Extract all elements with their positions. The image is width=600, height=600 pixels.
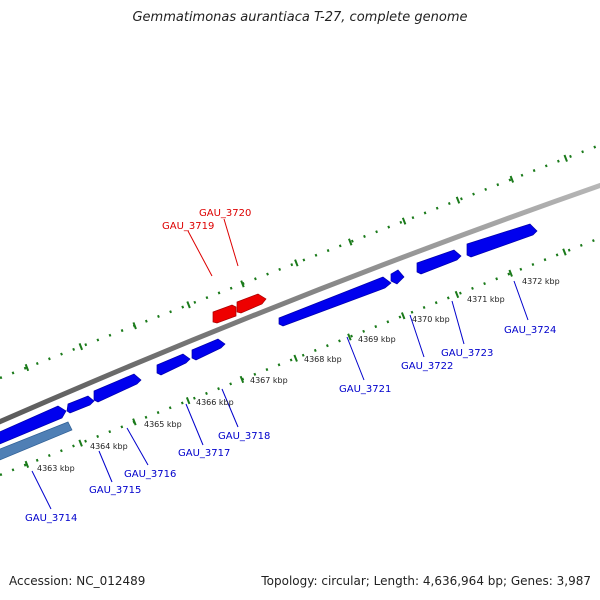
inner-ruler-ticks xyxy=(24,248,567,469)
gene-arrow-GAU_3721[interactable] xyxy=(278,276,392,327)
outer-ruler-tick xyxy=(132,322,137,330)
leader-GAU_3715 xyxy=(98,450,113,483)
inner-ruler-tick xyxy=(400,312,406,320)
outer-ruler-tick xyxy=(509,175,515,183)
gene-labels: GAU_3719 GAU_3720 GAU_3714 GAU_3715 GAU_… xyxy=(25,208,556,524)
label-GAU_3722[interactable]: GAU_3722 xyxy=(401,361,453,372)
genome-backbone xyxy=(0,182,600,425)
outer-ruler xyxy=(0,143,600,380)
label-GAU_3720[interactable]: GAU_3720 xyxy=(199,208,251,219)
gene-arrow-GAU_3724[interactable] xyxy=(466,223,538,258)
tick-label-4371: 4371 kbp xyxy=(467,295,505,304)
accession-text: Accession: NC_012489 xyxy=(9,574,146,588)
inner-ruler-tick xyxy=(185,397,191,405)
leader-GAU_3716 xyxy=(126,427,149,466)
tick-label-4367: 4367 kbp xyxy=(250,376,288,385)
tick-label-4372: 4372 kbp xyxy=(522,277,560,286)
leader-GAU_3718 xyxy=(221,388,239,428)
gene-arrow-GAU_3714[interactable] xyxy=(0,405,67,446)
highlighted-gene-arrows xyxy=(212,293,267,324)
label-GAU_3724[interactable]: GAU_3724 xyxy=(504,325,556,336)
tick-label-4368: 4368 kbp xyxy=(304,355,342,364)
inner-ruler-tick xyxy=(293,354,298,362)
label-GAU_3714[interactable]: GAU_3714 xyxy=(25,513,77,524)
outer-ruler-tick xyxy=(401,217,407,225)
inner-ruler-tick xyxy=(454,290,460,299)
inner-ruler-tick xyxy=(508,269,513,277)
gene-arrow-GAU_3719[interactable] xyxy=(212,304,237,324)
outer-ruler-tick xyxy=(294,259,299,267)
gene-arrow-GAU_3718[interactable] xyxy=(191,338,226,361)
outer-ruler-tick xyxy=(563,154,568,162)
label-GAU_3719[interactable]: GAU_3719 xyxy=(162,221,214,232)
outer-ruler-tick xyxy=(455,196,461,204)
leader-GAU_3717 xyxy=(185,403,204,446)
inner-ruler-tick xyxy=(24,460,30,469)
gene-arrow-GAU_3714b[interactable] xyxy=(0,421,73,462)
outer-ruler-tick xyxy=(78,342,84,351)
label-GAU_3721[interactable]: GAU_3721 xyxy=(339,384,391,395)
tick-label-4365: 4365 kbp xyxy=(144,420,182,429)
label-GAU_3723[interactable]: GAU_3723 xyxy=(441,348,493,359)
label-GAU_3717[interactable]: GAU_3717 xyxy=(178,448,230,459)
tick-label-4363: 4363 kbp xyxy=(37,464,75,473)
inner-ruler-tick xyxy=(132,418,137,426)
label-GAU_3716[interactable]: GAU_3716 xyxy=(124,469,176,480)
outer-ruler-ticks xyxy=(24,154,568,372)
gene-leader-lines xyxy=(31,218,529,510)
outer-ruler-tick xyxy=(348,238,353,246)
leader-GAU_3722 xyxy=(409,314,425,358)
gene-arrow-GAU_3717[interactable] xyxy=(156,353,191,376)
outer-ruler-tick xyxy=(186,301,191,309)
kbp-labels: 4363 kbp 4364 kbp 4365 kbp 4366 kbp 4367… xyxy=(37,277,560,473)
page-title: Gemmatimonas aurantiaca T-27, complete g… xyxy=(132,10,468,25)
genome-summary-text: Topology: circular; Length: 4,636,964 bp… xyxy=(261,574,591,588)
leader-GAU_3720 xyxy=(223,218,239,267)
tick-label-4370: 4370 kbp xyxy=(412,315,450,324)
tick-label-4369: 4369 kbp xyxy=(358,335,396,344)
label-GAU_3715[interactable]: GAU_3715 xyxy=(89,485,141,496)
label-GAU_3718[interactable]: GAU_3718 xyxy=(218,431,270,442)
leader-GAU_3719 xyxy=(187,230,213,277)
gene-arrow-GAU_3716[interactable] xyxy=(93,373,142,403)
leader-GAU_3724 xyxy=(513,280,529,321)
tick-label-4364: 4364 kbp xyxy=(90,442,128,451)
gene-arrow-GAU_3720[interactable] xyxy=(236,293,267,314)
gene-arrow-GAU_3715[interactable] xyxy=(66,395,95,414)
gene-arrow-GAU_3722[interactable] xyxy=(416,249,462,275)
outer-ruler-tick xyxy=(240,280,245,288)
inner-ruler-tick xyxy=(239,375,245,384)
leader-GAU_3723 xyxy=(451,300,465,345)
tick-label-4366: 4366 kbp xyxy=(196,398,234,407)
gene-arrows xyxy=(0,223,538,462)
gene-arrow-GAU_3721b[interactable] xyxy=(390,269,405,285)
inner-ruler-tick xyxy=(562,248,567,256)
leader-GAU_3714 xyxy=(31,470,52,510)
leader-GAU_3721 xyxy=(346,336,365,381)
inner-ruler-tick xyxy=(347,333,352,341)
outer-ruler-tick xyxy=(24,363,30,372)
inner-ruler-tick xyxy=(78,439,83,447)
